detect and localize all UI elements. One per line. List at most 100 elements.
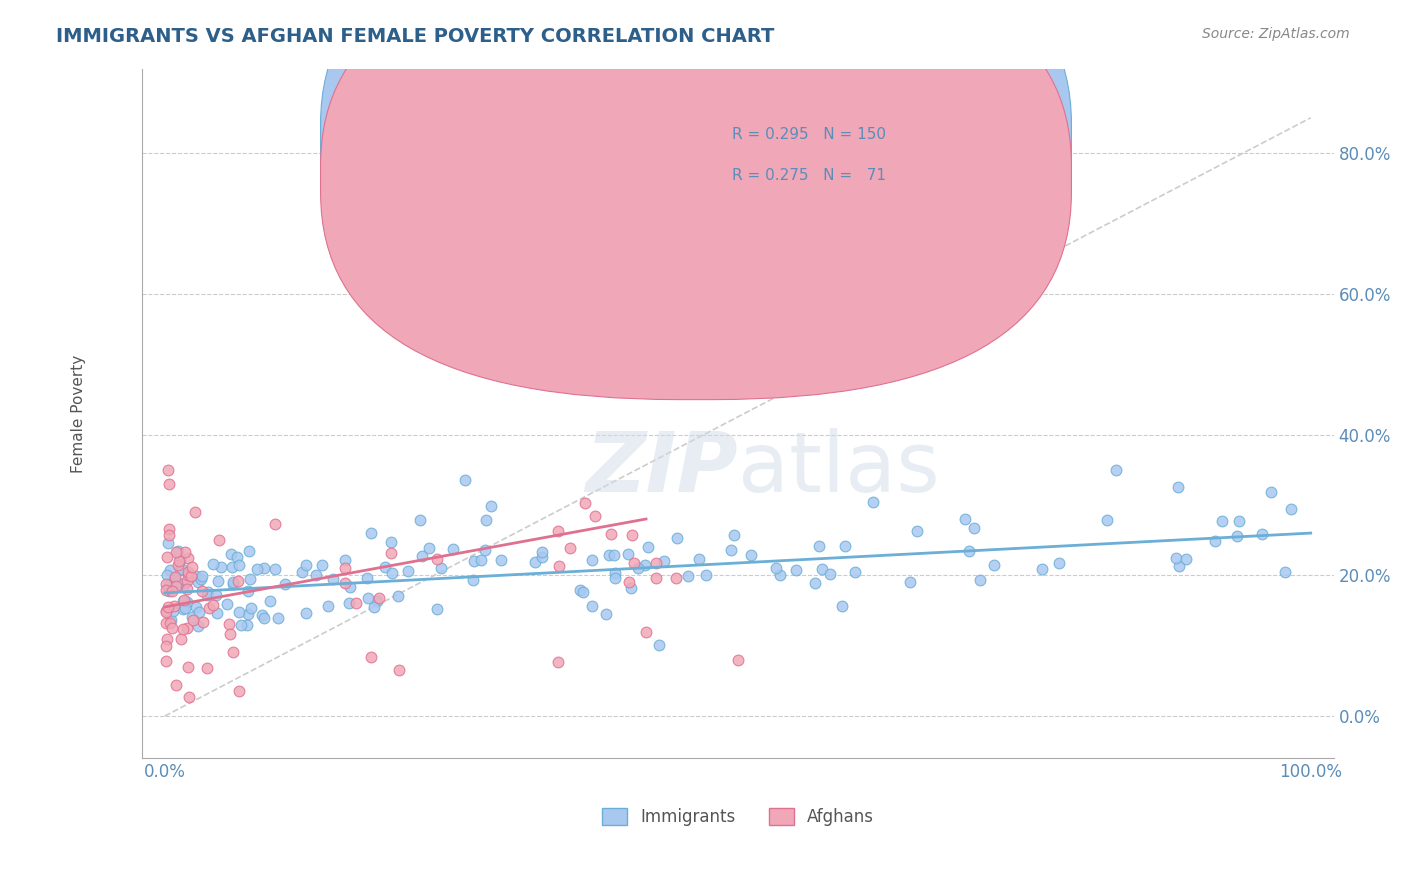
Immigrants: [274, 577, 297, 591]
Immigrants: [634, 558, 657, 573]
Afghans: [184, 505, 207, 519]
Afghans: [617, 574, 640, 589]
Afghans: [197, 661, 219, 675]
Afghans: [665, 570, 688, 584]
Immigrants: [381, 566, 404, 580]
Afghans: [181, 613, 204, 627]
Afghans: [193, 615, 215, 629]
Immigrants: [617, 547, 640, 561]
Afghans: [547, 524, 569, 538]
Immigrants: [627, 561, 650, 575]
Afghans: [645, 556, 668, 570]
Immigrants: [426, 601, 449, 615]
Immigrants: [187, 619, 209, 633]
Immigrants: [1047, 556, 1070, 570]
Immigrants: [207, 574, 229, 588]
Immigrants: [290, 566, 312, 580]
Afghans: [228, 684, 250, 698]
Immigrants: [222, 577, 245, 591]
Immigrants: [162, 604, 184, 618]
Afghans: [155, 577, 177, 591]
Legend: Immigrants, Afghans: Immigrants, Afghans: [595, 801, 880, 833]
Immigrants: [1031, 562, 1053, 576]
Afghans: [335, 560, 357, 574]
Afghans: [165, 545, 187, 559]
Immigrants: [765, 560, 787, 574]
Immigrants: [363, 600, 385, 615]
Afghans: [218, 617, 240, 632]
Afghans: [388, 663, 411, 677]
Afghans: [177, 565, 200, 579]
Immigrants: [174, 575, 197, 590]
Immigrants: [187, 574, 209, 589]
Afghans: [165, 579, 187, 593]
Immigrants: [250, 608, 273, 623]
Immigrants: [374, 560, 396, 574]
Immigrants: [1105, 463, 1128, 477]
Immigrants: [803, 575, 825, 590]
Immigrants: [953, 512, 976, 526]
Immigrants: [740, 548, 762, 562]
Afghans: [344, 596, 367, 610]
Immigrants: [652, 553, 675, 567]
Immigrants: [1174, 551, 1197, 566]
Immigrants: [983, 558, 1005, 572]
Immigrants: [252, 611, 274, 625]
Afghans: [208, 533, 231, 548]
Afghans: [176, 621, 198, 635]
Immigrants: [188, 605, 211, 619]
Afghans: [177, 567, 200, 582]
Immigrants: [695, 567, 717, 582]
Immigrants: [470, 553, 492, 567]
Afghans: [157, 463, 180, 477]
Text: IMMIGRANTS VS AFGHAN FEMALE POVERTY CORRELATION CHART: IMMIGRANTS VS AFGHAN FEMALE POVERTY CORR…: [56, 27, 775, 45]
Immigrants: [637, 540, 659, 554]
Afghans: [621, 528, 644, 542]
Afghans: [583, 509, 606, 524]
Afghans: [162, 583, 184, 598]
Immigrants: [266, 611, 288, 625]
Immigrants: [229, 618, 252, 632]
Immigrants: [201, 557, 224, 571]
Afghans: [157, 476, 180, 491]
Afghans: [548, 559, 571, 574]
Immigrants: [236, 618, 259, 632]
Afghans: [174, 544, 197, 558]
Afghans: [155, 582, 177, 597]
Immigrants: [166, 574, 188, 589]
Immigrants: [360, 525, 382, 540]
Immigrants: [181, 610, 204, 624]
Afghans: [181, 560, 204, 574]
Immigrants: [862, 495, 884, 509]
Immigrants: [311, 558, 333, 572]
Immigrants: [1095, 514, 1118, 528]
Immigrants: [238, 607, 260, 621]
Afghans: [198, 600, 221, 615]
Immigrants: [1274, 565, 1296, 579]
Immigrants: [339, 580, 361, 594]
Immigrants: [581, 552, 603, 566]
Immigrants: [1167, 559, 1189, 574]
Afghans: [221, 645, 243, 659]
Immigrants: [461, 573, 484, 587]
Immigrants: [318, 599, 340, 613]
Immigrants: [969, 574, 991, 588]
Immigrants: [226, 550, 249, 565]
Afghans: [173, 593, 195, 607]
Afghans: [176, 574, 198, 588]
Immigrants: [568, 582, 591, 597]
Immigrants: [222, 575, 245, 590]
Immigrants: [1260, 484, 1282, 499]
Afghans: [179, 690, 201, 704]
Immigrants: [676, 568, 699, 582]
Text: atlas: atlas: [738, 428, 939, 509]
Immigrants: [238, 543, 260, 558]
Immigrants: [1211, 514, 1233, 528]
Afghans: [380, 545, 402, 559]
Immigrants: [603, 548, 626, 562]
Afghans: [162, 599, 184, 613]
Immigrants: [294, 606, 316, 620]
Immigrants: [238, 584, 260, 599]
Immigrants: [1226, 528, 1249, 542]
Immigrants: [335, 553, 357, 567]
